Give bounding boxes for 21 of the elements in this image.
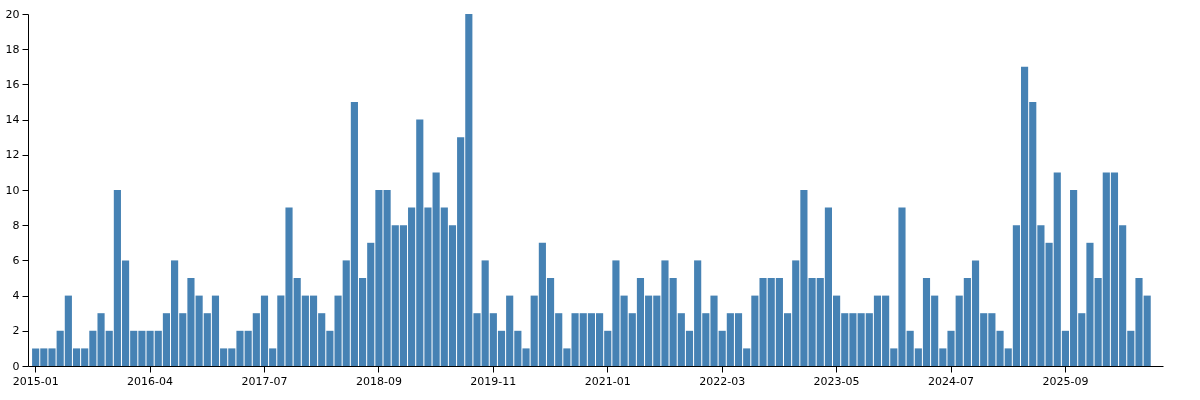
x-tick-label: 2022-03 <box>699 374 746 388</box>
x-tick-label: 2016-04 <box>127 374 174 388</box>
y-tick-label: 8 <box>12 218 20 232</box>
y-tick-label: 18 <box>5 42 20 56</box>
y-tick-label: 20 <box>5 7 20 21</box>
x-tick-label: 2021-01 <box>584 374 631 388</box>
y-tick-label: 0 <box>12 359 20 373</box>
x-tick-label: 2017-07 <box>241 374 288 388</box>
y-tick-label: 10 <box>5 183 20 197</box>
y-tick-label: 16 <box>5 77 20 91</box>
y-tick-label: 4 <box>12 289 20 303</box>
y-tick-label: 12 <box>5 148 20 162</box>
x-tick-label: 2019-11 <box>470 374 517 388</box>
x-tick-label: 2015-01 <box>12 374 59 388</box>
x-tick-label: 2018-09 <box>355 374 402 388</box>
y-tick-label: 6 <box>12 253 20 267</box>
x-tick-label: 2024-07 <box>928 374 974 388</box>
y-tick-label: 2 <box>12 324 20 338</box>
x-tick-label: 2025-09 <box>1042 374 1089 388</box>
x-tick-label: 2023-05 <box>813 374 860 388</box>
y-tick-label: 14 <box>5 113 20 127</box>
